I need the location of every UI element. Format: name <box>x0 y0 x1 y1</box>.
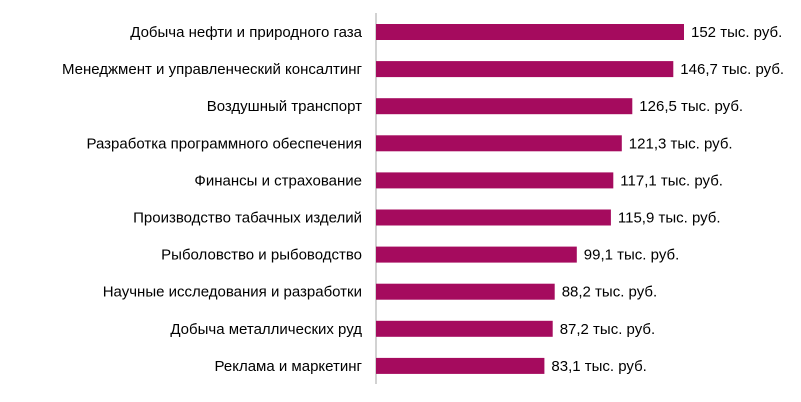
bar <box>376 172 614 189</box>
value-label: 88,2 тыс. руб. <box>562 284 657 301</box>
value-labels-group: 152 тыс. руб. 146,7 тыс. руб. 126,5 тыс. р… <box>551 24 784 375</box>
value-label: 126,5 тыс. руб. <box>639 98 743 115</box>
bar <box>376 209 611 226</box>
value-label: 117,1 тыс. руб. <box>620 172 723 189</box>
category-label: Воздушный транспорт <box>207 98 362 115</box>
category-label: Менеджмент и управленческий консалтинг <box>62 61 363 78</box>
category-label: Финансы и страхование <box>194 172 362 189</box>
category-label: Производство табачных изделий <box>133 210 362 227</box>
category-label: Разработка программного обеспечения <box>86 135 362 152</box>
value-label: 146,7 тыс. руб. <box>680 61 784 78</box>
category-label: Реклама и маркетинг <box>215 358 363 375</box>
bars-group <box>376 24 684 374</box>
bar <box>376 61 674 78</box>
value-label: 115,9 тыс. руб. <box>618 210 721 227</box>
category-label: Добыча нефти и природного газа <box>130 24 362 41</box>
category-label: Научные исследования и разработки <box>103 284 362 301</box>
bar <box>376 320 553 337</box>
value-label: 152 тыс. руб. <box>691 24 782 41</box>
value-label: 83,1 тыс. руб. <box>551 358 646 375</box>
bar <box>376 357 545 374</box>
bar <box>376 283 555 300</box>
bar <box>376 24 684 40</box>
bar <box>376 135 622 152</box>
bar <box>376 246 577 263</box>
value-label: 121,3 тыс. руб. <box>629 135 733 152</box>
bar <box>376 98 633 115</box>
category-label: Рыболовство и рыбоводство <box>161 247 362 264</box>
category-label: Добыча металлических руд <box>170 321 362 338</box>
category-labels-group: Добыча нефти и природного газа Менеджмент… <box>62 24 363 375</box>
value-label: 99,1 тыс. руб. <box>584 247 679 264</box>
value-label: 87,2 тыс. руб. <box>560 321 655 338</box>
